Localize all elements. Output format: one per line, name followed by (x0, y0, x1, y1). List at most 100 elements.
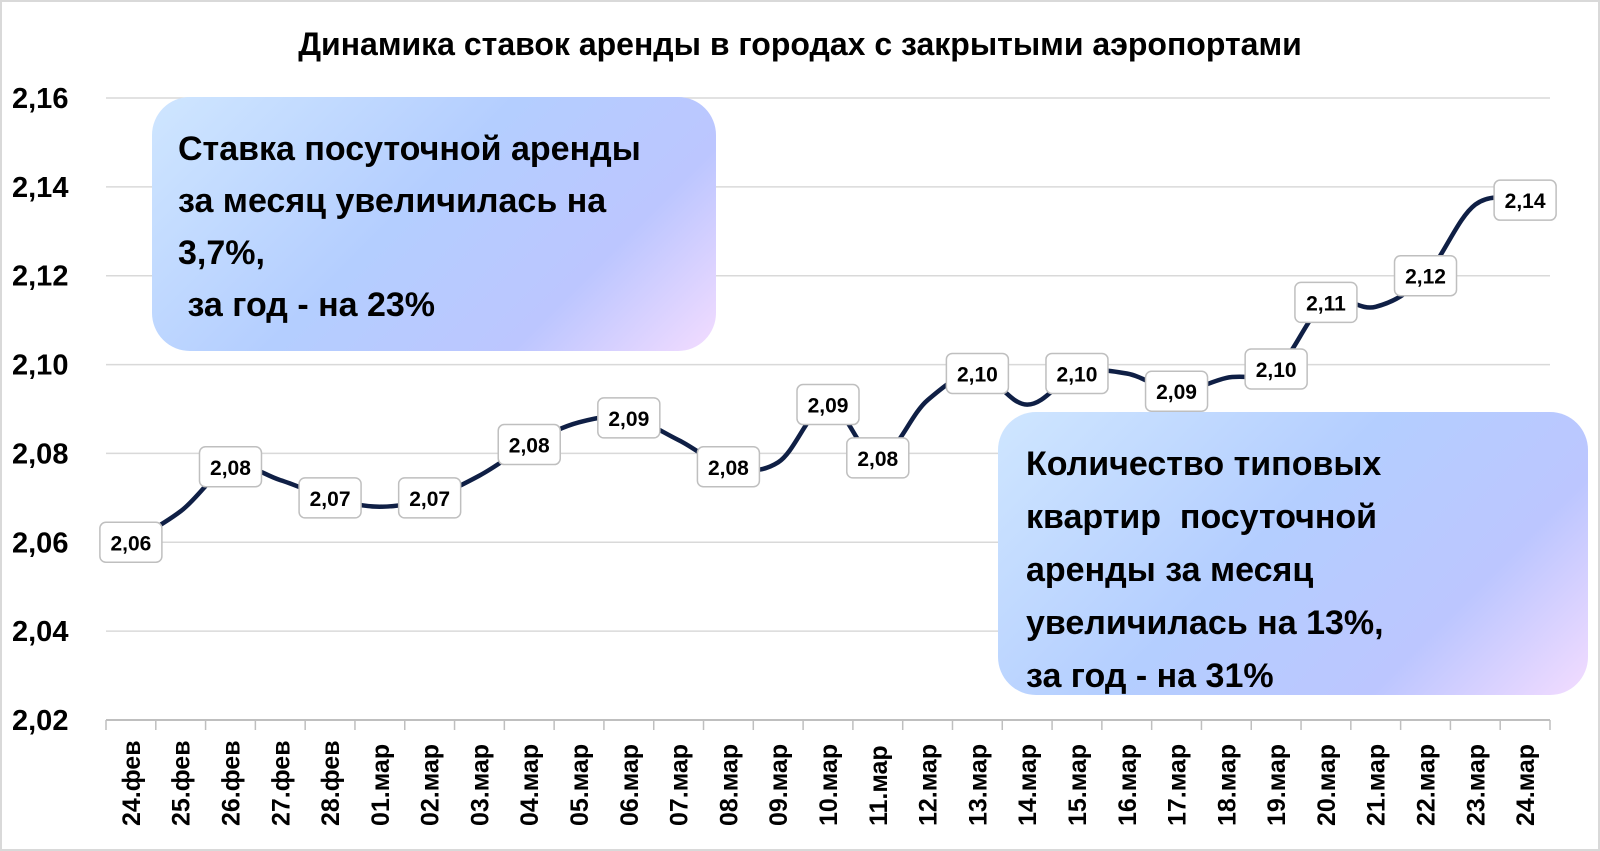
data-label-text: 2,07 (310, 488, 351, 511)
x-tick-label: 03.мар (466, 744, 494, 826)
data-label: 2,09 (796, 383, 860, 426)
x-tick-label: 13.мар (964, 744, 992, 826)
data-label-box (1294, 281, 1358, 324)
x-tick-label: 19.мар (1263, 744, 1291, 826)
data-label: 2,07 (298, 477, 362, 519)
data-label-text: 2,07 (409, 488, 450, 511)
data-label: 2,10 (1045, 352, 1109, 395)
data-label: 2,11 (1294, 281, 1358, 324)
data-label: 2,06 (99, 521, 163, 564)
chart-title: Динамика ставок аренды в городах с закры… (298, 26, 1302, 62)
data-label-box (945, 352, 1010, 395)
data-label-box (1244, 348, 1308, 390)
x-tick-label: 18.мар (1213, 744, 1241, 826)
y-tick-label: 2,04 (12, 616, 68, 648)
callout-rent-rate: Ставка посуточной аренды за месяц увелич… (152, 97, 716, 351)
callout-apartment-count-line-5: за год - на 31% (1026, 657, 1274, 695)
data-label: 2,08 (846, 437, 910, 479)
x-tick-label: 15.мар (1064, 744, 1092, 826)
data-label-box (1493, 179, 1557, 221)
data-label-text: 2,12 (1405, 266, 1446, 289)
data-label-text: 2,06 (110, 532, 151, 555)
x-tick-label: 10.мар (815, 744, 843, 826)
x-tick-label: 26.фев (217, 740, 245, 826)
data-label-text: 2,08 (210, 457, 251, 480)
data-label: 2,14 (1493, 179, 1557, 221)
x-tick-label: 24.фев (118, 740, 146, 826)
data-label-box (597, 397, 661, 439)
x-tick-label: 04.мар (516, 744, 544, 826)
callout-apartment-count-line-4: увеличилась на 13%, (1026, 604, 1384, 642)
x-tick-label: 17.мар (1164, 744, 1192, 826)
data-label-text: 2,09 (808, 395, 849, 418)
x-tick-label: 09.мар (765, 744, 793, 826)
x-tick-label: 22.мар (1413, 744, 1441, 826)
x-tick-label: 12.мар (915, 744, 943, 826)
x-tick-label: 11.мар (865, 745, 893, 826)
x-tick-label: 23.мар (1462, 744, 1490, 826)
data-label: 2,08 (696, 446, 761, 488)
y-axis: 2,02 2,04 2,06 2,08 2,10 2,12 2,14 2,16 (12, 83, 68, 737)
x-tick-label: 27.фев (267, 740, 295, 826)
x-tick-label: 08.мар (715, 744, 743, 826)
data-label-text: 2,11 (1306, 292, 1346, 315)
y-tick-label: 2,10 (12, 350, 68, 382)
data-label-box (796, 383, 860, 426)
data-label: 2,07 (397, 477, 462, 519)
data-label: 2,08 (198, 446, 263, 488)
y-tick-label: 2,02 (12, 705, 68, 737)
data-label-text: 2,10 (957, 363, 998, 386)
data-label-box (99, 521, 163, 564)
x-axis: 24.фев 25.фев 26.фев 27.фев 28.фев 01.мар 02.м… (105, 720, 1551, 826)
x-tick-label: 06.мар (616, 744, 644, 826)
data-label: 2,10 (945, 352, 1010, 395)
callout-rent-rate-line-2: за месяц увеличилась на (178, 182, 607, 220)
x-tick-label: 16.мар (1114, 744, 1142, 826)
y-tick-label: 2,14 (12, 172, 68, 204)
data-label-box (1144, 370, 1209, 412)
data-label-box (696, 446, 761, 488)
callout-apartment-count-line-1: Количество типовых (1026, 445, 1382, 483)
data-label: 2,09 (1144, 370, 1209, 412)
y-tick-label: 2,08 (12, 438, 68, 470)
data-label: 2,09 (597, 397, 661, 439)
y-tick-label: 2,06 (12, 527, 68, 559)
data-label-box (1393, 254, 1458, 297)
data-labels: 2,06 2,08 2,07 2,07 2,08 2,09 2,08 2,09 2,08 2,10… (99, 179, 1557, 564)
callout-apartment-count-line-3: аренды за месяц (1026, 551, 1314, 589)
data-label-box (298, 477, 362, 519)
callout-rent-rate-line-1: Ставка посуточной аренды (178, 130, 641, 168)
data-label: 2,12 (1393, 254, 1458, 297)
data-label-box (846, 437, 910, 479)
data-label-text: 2,10 (1057, 363, 1098, 386)
y-tick-label: 2,12 (12, 261, 68, 293)
x-tick-label: 05.мар (566, 744, 594, 826)
x-tick-label: 25.фев (168, 740, 196, 826)
data-label-box (198, 446, 263, 488)
callout-rent-rate-line-3: 3,7%, (178, 234, 265, 272)
x-tick-label: 14.мар (1014, 744, 1042, 826)
data-label-text: 2,09 (608, 408, 649, 431)
data-label-box (1045, 352, 1109, 395)
data-label: 2,08 (497, 423, 561, 466)
data-label-text: 2,14 (1505, 190, 1546, 213)
x-tick-label: 21.мар (1363, 744, 1391, 826)
data-label-text: 2,10 (1256, 359, 1297, 382)
data-label-box (497, 423, 561, 466)
x-tick-label: 07.мар (666, 744, 694, 826)
x-tick-label: 28.фев (317, 740, 345, 826)
data-label: 2,10 (1244, 348, 1308, 390)
data-label-box (397, 477, 462, 519)
x-tick-label: 01.мар (367, 744, 395, 826)
callout-apartment-count-line-2: квартир посуточной (1026, 498, 1378, 536)
data-label-text: 2,08 (509, 435, 550, 458)
data-label-text: 2,08 (857, 448, 898, 471)
x-tick-label: 24.мар (1512, 744, 1540, 826)
y-tick-label: 2,16 (12, 83, 68, 115)
data-label-text: 2,09 (1156, 381, 1197, 404)
data-label-text: 2,08 (708, 457, 749, 480)
callout-rent-rate-line-4: за год - на 23% (178, 286, 436, 324)
x-tick-label: 02.мар (417, 744, 445, 826)
callout-apartment-count: Количество типовых квартир посуточной ар… (998, 412, 1588, 695)
x-tick-label: 20.мар (1313, 744, 1341, 826)
